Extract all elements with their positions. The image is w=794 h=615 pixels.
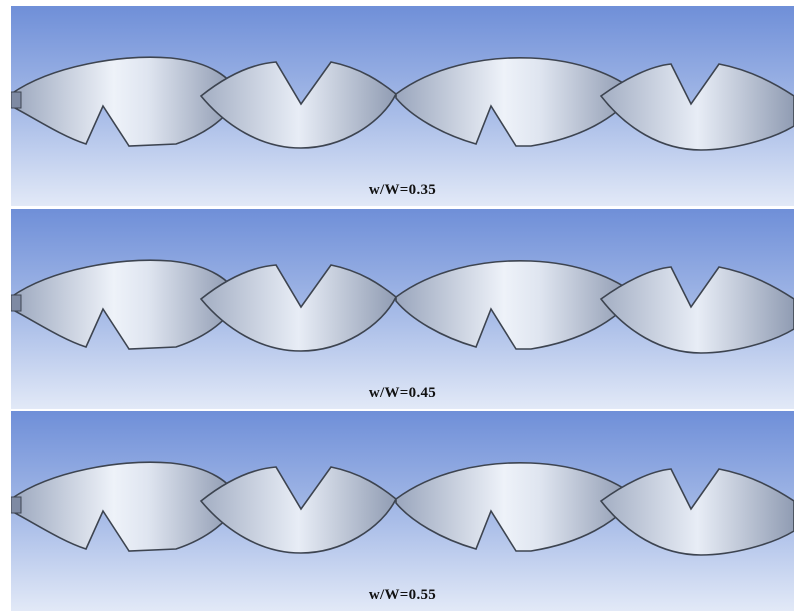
twisted-tape-render-1 bbox=[11, 6, 794, 206]
panel-caption-1: w/W=0.35 bbox=[368, 182, 437, 198]
panel-2: w/W=0.45 bbox=[11, 209, 794, 409]
panel-3: w/W=0.55 bbox=[11, 411, 794, 611]
panel-caption-3: w/W=0.55 bbox=[368, 587, 437, 603]
panel-1: w/W=0.35 bbox=[11, 6, 794, 206]
twisted-tape-render-3 bbox=[11, 411, 794, 611]
twisted-tape-render-2 bbox=[11, 209, 794, 409]
panel-caption-2: w/W=0.45 bbox=[368, 385, 437, 401]
